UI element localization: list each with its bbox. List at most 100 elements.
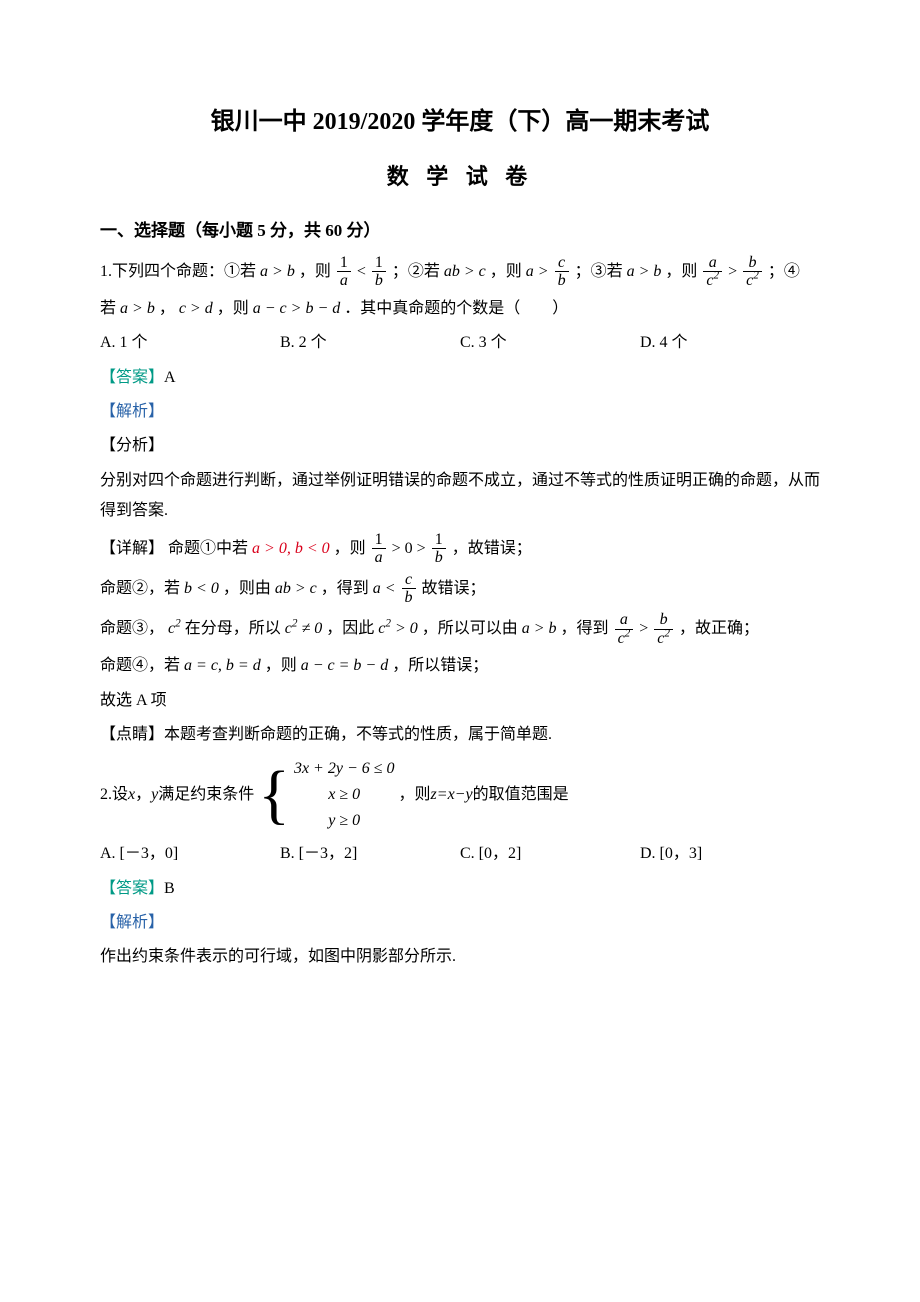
math: a <: [373, 580, 400, 597]
math: > 0: [391, 620, 418, 637]
text: 在分母，所以: [185, 620, 285, 637]
frac-b-over-c2: b c2: [743, 254, 762, 290]
text: ，则: [265, 657, 301, 674]
answer-label: 【答案】: [100, 369, 164, 386]
q1-option-b: B. 2 个: [280, 328, 460, 358]
q1-stem-line-2: 若 a > b ， c > d ，则 a − c > b − d ．其中真命题的…: [100, 294, 820, 324]
math: b < 0: [184, 580, 219, 597]
q2-option-a: A. [－3，0]: [100, 839, 280, 869]
q2-answer: 【答案】B: [100, 874, 820, 904]
math: c2: [285, 620, 298, 637]
q1-red-math: a > 0, b < 0: [252, 539, 330, 556]
frac-a-over-c2: a c2: [703, 254, 722, 290]
text: ，则: [334, 539, 370, 556]
left-brace-icon: {: [258, 762, 290, 828]
q2-math: x: [128, 780, 135, 810]
q1-answer: 【答案】A: [100, 363, 820, 393]
frac-1-over-b: 1 b: [432, 531, 446, 567]
q2-stem: 2.设 x ， y 满足约束条件 { 3x + 2y − 6 ≤ 0 x ≥ 0…: [100, 756, 820, 833]
exam-title: 银川一中 2019/2020 学年度（下）高一期末考试: [100, 100, 820, 146]
q1-text: 1.下列四个命题：①若: [100, 262, 260, 279]
text: 命题③，: [100, 620, 164, 637]
q2-option-b: B. [－3，2]: [280, 839, 460, 869]
text: ，故错误；: [452, 539, 532, 556]
q1-math: a > b: [120, 300, 155, 317]
q1-text: ，则: [217, 300, 253, 317]
q1-math: a > b: [627, 262, 662, 279]
q1-math: a − c > b − d: [253, 300, 341, 317]
q2-option-d: D. [0，3]: [640, 839, 820, 869]
constraint-line-1: 3x + 2y − 6 ≤ 0: [294, 756, 395, 782]
q2-text: 2.设: [100, 780, 128, 810]
q1-detail-p3: 命题③， c2 在分母，所以 c2 ≠ 0 ，因此 c2 > 0 ，所以可以由 …: [100, 611, 820, 647]
text: 命题④，若: [100, 657, 184, 674]
zero: 0: [405, 539, 413, 556]
gt-sign: >: [417, 539, 430, 556]
q1-text: ；③若: [575, 262, 627, 279]
math: ≠ 0: [297, 620, 322, 637]
q1-text: ，: [159, 300, 175, 317]
q1-math: a >: [526, 262, 553, 279]
text: ，因此: [326, 620, 378, 637]
analysis-label: 【解析】: [100, 914, 164, 931]
q1-stem-line-1: 1.下列四个命题：①若 a > b ，则 1 a < 1 b ；②若 ab > …: [100, 254, 820, 290]
q1-text: 若: [100, 300, 120, 317]
dianjing-label: 【点睛】: [100, 726, 164, 743]
q1-options: A. 1 个 B. 2 个 C. 3 个 D. 4 个: [100, 328, 820, 358]
frac-1-over-a: 1 a: [372, 531, 386, 567]
q1-detail-p4: 命题④，若 a = c, b = d ，则 a − c = b − d ，所以错…: [100, 651, 820, 681]
q1-text: ；④: [768, 262, 800, 279]
dianjing-text: 本题考查判断命题的正确，不等式的性质，属于简单题.: [164, 726, 552, 743]
q1-text: ，则: [490, 262, 526, 279]
q2-text: ，: [135, 780, 151, 810]
frac-c-over-b: c b: [555, 254, 569, 290]
q1-option-c: C. 3 个: [460, 328, 640, 358]
q1-math: c > d: [179, 300, 213, 317]
math: a = c, b = d: [184, 657, 261, 674]
text: ，故正确；: [679, 620, 759, 637]
math: c2: [168, 620, 181, 637]
gt-sign: >: [392, 539, 405, 556]
q2-text: ，则: [399, 780, 431, 810]
q1-text: ，则: [665, 262, 701, 279]
q1-dianjing: 【点睛】本题考查判断命题的正确，不等式的性质，属于简单题.: [100, 720, 820, 750]
q1-option-a: A. 1 个: [100, 328, 280, 358]
q1-text: ，则: [299, 262, 335, 279]
text: ，所以可以由: [422, 620, 522, 637]
math: a > b: [522, 620, 557, 637]
lt-sign: <: [357, 262, 370, 279]
text: 命题①中若: [168, 539, 252, 556]
constraint-line-2: x ≥ 0: [294, 782, 395, 808]
q2-analysis-label: 【解析】: [100, 908, 820, 938]
detail-label: 【详解】: [100, 539, 164, 556]
q1-option-d: D. 4 个: [640, 328, 820, 358]
q1-text: ；②若: [392, 262, 444, 279]
frac-1-over-a: 1 a: [337, 254, 351, 290]
q1-math: ab > c: [444, 262, 486, 279]
q1-analysis-label: 【解析】: [100, 397, 820, 427]
q2-explain: 作出约束条件表示的可行域，如图中阴影部分所示.: [100, 942, 820, 972]
q2-math: z=x−y: [431, 780, 473, 810]
q2-math: y: [151, 780, 158, 810]
frac-c-over-b: c b: [402, 571, 416, 607]
q2-options: A. [－3，0] B. [－3，2] C. [0，2] D. [0，3]: [100, 839, 820, 869]
math: a − c = b − d: [301, 657, 389, 674]
answer-value: B: [164, 880, 175, 897]
section-1-heading: 一、选择题（每小题 5 分，共 60 分）: [100, 215, 820, 247]
gt-sign: >: [639, 620, 652, 637]
answer-value: A: [164, 369, 176, 386]
constraint-line-3: y ≥ 0: [294, 808, 395, 834]
frac-b-over-c2: b c2: [654, 611, 673, 647]
frac-1-over-b: 1 b: [372, 254, 386, 290]
constraint-system: { 3x + 2y − 6 ≤ 0 x ≥ 0 y ≥ 0: [258, 756, 394, 833]
exam-page: 银川一中 2019/2020 学年度（下）高一期末考试 数 学 试 卷 一、选择…: [0, 0, 920, 1037]
q1-detail-p2: 命题②，若 b < 0 ，则由 ab > c ，得到 a < c b 故错误；: [100, 571, 820, 607]
text: 故错误；: [422, 580, 486, 597]
q1-detail-end: 故选 A 项: [100, 686, 820, 716]
frac-a-over-c2: a c2: [615, 611, 634, 647]
analysis-label: 【解析】: [100, 403, 164, 420]
q1-math: a > b: [260, 262, 295, 279]
text: ，所以错误；: [392, 657, 488, 674]
text: ，则由: [223, 580, 275, 597]
math: ab > c: [275, 580, 317, 597]
